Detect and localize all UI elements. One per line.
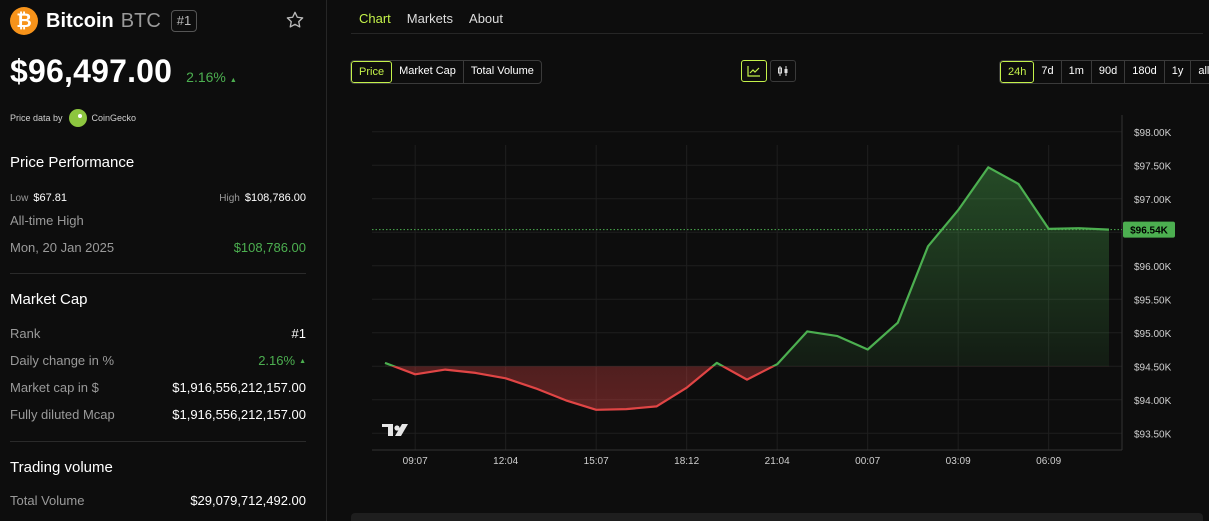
x-tick-label: 21:04 <box>765 456 790 467</box>
coin-symbol: BTC <box>120 9 161 32</box>
ath-label-row: All-time High <box>10 213 306 228</box>
line-chart-icon <box>747 66 760 77</box>
y-tick-label: $96.00K <box>1134 262 1172 273</box>
low-label: Low <box>10 193 29 204</box>
daily-change-row: Daily change in % 2.16% ▲ <box>10 353 306 368</box>
price-data-label: Price data by <box>10 113 63 123</box>
ath-value: $108,786.00 <box>233 240 306 255</box>
total-volume-value: $29,079,712,492.00 <box>190 493 306 508</box>
trading-volume-title: Trading volume <box>10 459 113 476</box>
x-tick-label: 09:07 <box>403 456 428 467</box>
price-row: $96,497.00 2.16% ▲ <box>10 53 237 90</box>
bottom-panel <box>351 513 1203 521</box>
ath-date: Mon, 20 Jan 2025 <box>10 240 115 255</box>
rank-row: Rank #1 <box>10 326 306 341</box>
current-price-label: $96.54K <box>1130 226 1169 237</box>
current-price: $96,497.00 <box>10 53 173 89</box>
fully-diluted-row: Fully diluted Mcap $1,916,556,212,157.00 <box>10 407 306 422</box>
main-tabs: Chart Markets About <box>359 11 519 26</box>
provider-name[interactable]: CoinGecko <box>91 113 137 123</box>
metric-market-cap-button[interactable]: Market Cap <box>392 61 464 83</box>
candlestick-icon <box>778 66 788 76</box>
tab-markets[interactable]: Markets <box>406 11 454 26</box>
y-tick-label: $97.00K <box>1134 195 1172 206</box>
star-icon[interactable] <box>285 10 305 30</box>
daily-change-value: 2.16% <box>258 353 296 368</box>
coingecko-logo-icon <box>68 109 87 127</box>
range-90d-button[interactable]: 90d <box>1092 61 1126 83</box>
fully-diluted-label: Fully diluted Mcap <box>10 407 115 422</box>
metric-selector: Price Market Cap Total Volume <box>350 60 542 84</box>
area-below-baseline <box>385 366 1109 410</box>
coin-header: ₿ Bitcoin BTC #1 <box>10 7 310 35</box>
candlestick-button[interactable] <box>770 60 796 82</box>
y-tick-label: $96.50K <box>1134 228 1172 239</box>
rank-value: #1 <box>291 326 306 341</box>
fully-diluted-value: $1,916,556,212,157.00 <box>172 407 306 422</box>
tab-about[interactable]: About <box>469 11 504 26</box>
rank-badge: #1 <box>170 10 198 32</box>
metric-price-button[interactable]: Price <box>351 61 393 83</box>
coin-info-panel: ₿ Bitcoin BTC #1 $96,497.00 2.16% ▲ Pric… <box>0 0 327 521</box>
high-label: High <box>219 193 240 204</box>
y-tick-label: $93.50K <box>1134 429 1172 440</box>
market-cap-title: Market Cap <box>10 291 88 308</box>
x-tick-label: 00:07 <box>855 456 880 467</box>
total-volume-row: Total Volume $29,079,712,492.00 <box>10 493 306 508</box>
y-tick-label: $95.50K <box>1134 295 1172 306</box>
daily-change-label: Daily change in % <box>10 353 115 368</box>
ath-row: Mon, 20 Jan 2025 $108,786.00 <box>10 240 306 255</box>
market-cap-row: Market cap in $ $1,916,556,212,157.00 <box>10 380 306 395</box>
y-tick-label: $98.00K <box>1134 128 1172 139</box>
range-180d-button[interactable]: 180d <box>1125 61 1165 83</box>
price-change: 2.16% <box>186 69 226 85</box>
metric-total-volume-button[interactable]: Total Volume <box>470 65 534 77</box>
range-7d-button[interactable]: 7d <box>1034 61 1062 83</box>
up-triangle-icon: ▲ <box>299 358 306 366</box>
tab-chart[interactable]: Chart <box>359 11 391 26</box>
price-data-source: Price data by CoinGecko <box>10 109 136 127</box>
high-value: $108,786.00 <box>244 192 306 204</box>
x-tick-label: 12:04 <box>493 456 518 467</box>
range-1m-button[interactable]: 1m <box>1062 61 1092 83</box>
chart-type-selector <box>741 60 799 82</box>
x-tick-label: 15:07 <box>584 456 609 467</box>
area-above-baseline <box>385 167 1109 367</box>
range-24h-button[interactable]: 24h <box>1000 61 1035 83</box>
divider <box>10 441 306 442</box>
range-1y-button[interactable]: 1y <box>1165 61 1192 83</box>
market-cap-label: Market cap in $ <box>10 380 99 395</box>
line-chart-button[interactable] <box>741 60 767 82</box>
chart-panel: Chart Markets About Price Market Cap Tot… <box>327 0 1209 521</box>
x-tick-label: 06:09 <box>1036 456 1061 467</box>
y-tick-label: $95.00K <box>1134 329 1172 340</box>
ath-label: All-time High <box>10 213 84 228</box>
price-line-down <box>390 366 776 411</box>
coin-name: Bitcoin <box>46 9 114 32</box>
low-value: $67.81 <box>33 192 68 204</box>
price-line-up <box>384 166 1110 367</box>
up-triangle-icon: ▲ <box>229 77 237 84</box>
low-high-row: Low $67.81 High $108,786.00 <box>10 189 306 204</box>
range-all-button[interactable]: all <box>1198 65 1209 77</box>
tabs-underline <box>351 33 1203 34</box>
tradingview-logo-icon <box>382 424 408 436</box>
price-performance-title: Price Performance <box>10 154 135 171</box>
divider <box>10 273 306 274</box>
x-tick-label: 18:12 <box>674 456 699 467</box>
y-tick-label: $97.50K <box>1134 161 1172 172</box>
market-cap-value: $1,916,556,212,157.00 <box>172 380 306 395</box>
bitcoin-logo-icon: ₿ <box>10 7 38 35</box>
current-price-tag <box>1123 221 1175 238</box>
rank-label: Rank <box>10 326 41 341</box>
x-tick-label: 03:09 <box>946 456 971 467</box>
y-tick-label: $94.50K <box>1134 362 1172 373</box>
total-volume-label: Total Volume <box>10 493 85 508</box>
y-tick-label: $94.00K <box>1134 396 1172 407</box>
range-selector: 24h 7d 1m 90d 180d 1y all <box>999 60 1209 84</box>
